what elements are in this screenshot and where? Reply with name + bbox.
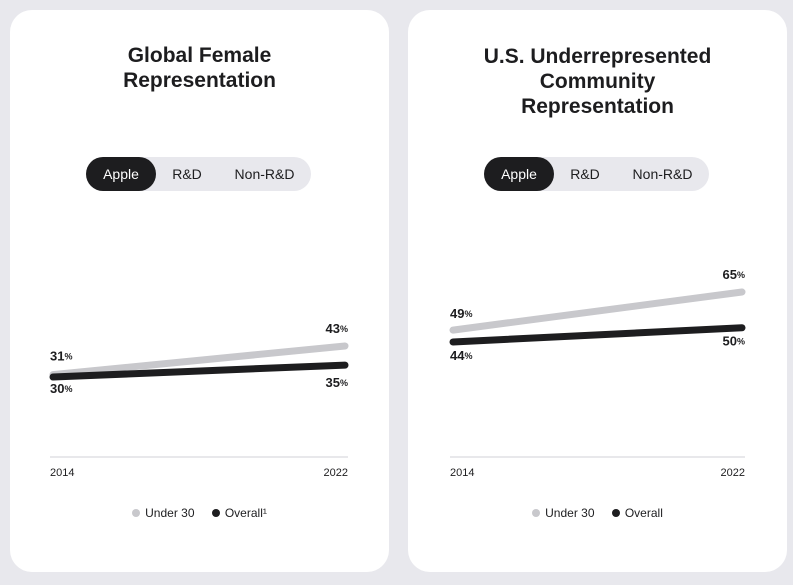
- segment-control: Apple R&D Non-R&D: [484, 157, 709, 191]
- tab-rd[interactable]: R&D: [570, 166, 600, 182]
- tab-apple[interactable]: Apple: [484, 157, 554, 191]
- legend-swatch: [532, 509, 541, 517]
- data-label: 49%: [450, 306, 472, 321]
- legend-item-under-30: Under 30: [132, 506, 195, 520]
- chart-legend: Under 30 Overall: [408, 506, 787, 520]
- data-label: 35%: [326, 375, 348, 390]
- chart-title: Global Female Representation: [30, 43, 369, 93]
- series-line-under-30: [49, 342, 349, 379]
- data-label: 65%: [723, 267, 745, 282]
- chart-title-line: Community: [539, 70, 656, 93]
- tab-non-rd[interactable]: Non-R&D: [632, 166, 693, 182]
- chart-title-line: Representation: [123, 69, 276, 92]
- x-tick-label: 2022: [324, 467, 348, 479]
- legend-item-overall: Overall: [611, 506, 663, 520]
- line-chart: 49% 65% 44% 50% 2014 2022: [449, 267, 746, 479]
- card-us-underrepresented: U.S. Underrepresented Community Represen…: [408, 10, 787, 572]
- chart-title-line: Representation: [521, 95, 674, 118]
- segment-control: Apple R&D Non-R&D: [86, 157, 311, 191]
- data-label: 50%: [723, 334, 745, 349]
- tab-non-rd[interactable]: Non-R&D: [234, 166, 295, 182]
- data-label: 31%: [50, 349, 72, 364]
- legend-item-under-30: Under 30: [532, 506, 595, 520]
- legend-swatch: [611, 509, 620, 517]
- legend-item-overall: Overall¹: [211, 506, 267, 520]
- data-label: 43%: [326, 321, 348, 336]
- series-line-overall: [49, 361, 349, 381]
- series-line-overall: [449, 324, 746, 346]
- line-chart: 31% 43% 30% 35% 2014 2022: [49, 321, 349, 479]
- x-tick-label: 2014: [450, 467, 474, 479]
- chart-legend: Under 30 Overall¹: [10, 506, 389, 520]
- chart-title-line: U.S. Underrepresented: [483, 45, 712, 68]
- data-label: 30%: [50, 381, 72, 396]
- x-tick-label: 2014: [50, 467, 74, 479]
- tab-apple[interactable]: Apple: [86, 157, 156, 191]
- series-line-under-30: [449, 288, 746, 334]
- chart-title: U.S. Underrepresented Community Represen…: [428, 44, 767, 119]
- legend-label: Under 30: [545, 506, 595, 520]
- tab-rd[interactable]: R&D: [172, 166, 202, 182]
- legend-label: Overall: [624, 506, 663, 520]
- legend-swatch: [211, 509, 220, 517]
- data-label: 44%: [450, 348, 472, 363]
- card-global-female: Global Female Representation Apple R&D N…: [10, 10, 389, 572]
- x-tick-label: 2022: [721, 467, 745, 479]
- legend-label: Under 30: [145, 506, 195, 520]
- legend-swatch: [132, 509, 141, 517]
- chart-title-line: Global Female: [127, 44, 272, 67]
- legend-label: Overall¹: [224, 506, 267, 520]
